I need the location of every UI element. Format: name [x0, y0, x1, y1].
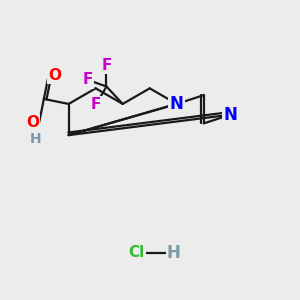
Text: F: F: [91, 97, 101, 112]
Text: H: H: [30, 132, 41, 145]
Text: F: F: [83, 73, 93, 88]
Text: O: O: [49, 68, 62, 83]
Text: Cl: Cl: [128, 245, 145, 260]
Text: H: H: [167, 244, 181, 262]
Text: N: N: [224, 106, 237, 124]
Text: N: N: [170, 95, 184, 113]
Text: F: F: [101, 58, 112, 73]
Text: O: O: [26, 115, 39, 130]
